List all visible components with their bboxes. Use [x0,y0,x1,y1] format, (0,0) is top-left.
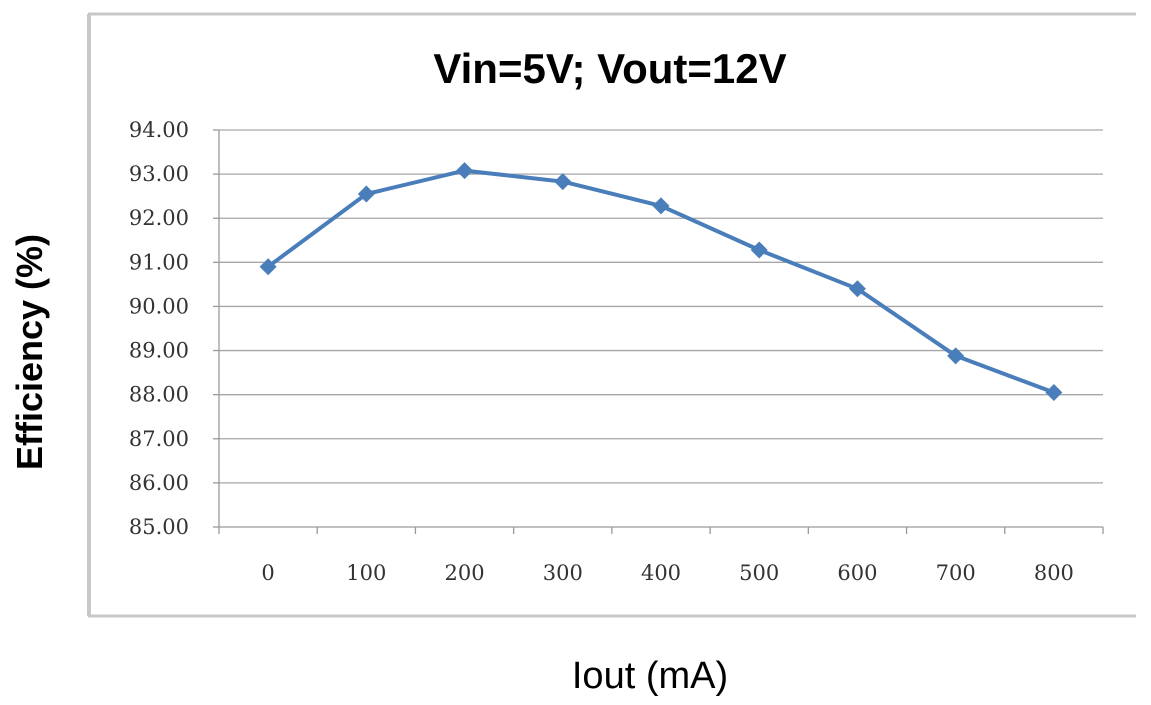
y-tick-label: 92.00 [129,206,189,230]
x-tick-label: 100 [346,561,386,585]
y-tick-label: 94.00 [129,118,189,142]
data-point-marker [554,173,572,191]
axes [213,129,1104,534]
y-tick-label: 87.00 [129,427,189,451]
x-tick-label: 300 [543,561,583,585]
x-tick-label: 800 [1034,561,1074,585]
y-tick-label: 90.00 [129,294,189,318]
gridlines [219,129,1103,484]
y-tick-label: 91.00 [129,250,189,274]
y-tick-label: 86.00 [129,471,189,495]
data-point-marker [259,258,277,276]
y-tick-label: 89.00 [129,339,189,363]
data-point-marker [848,280,866,298]
x-tick-label: 400 [641,561,681,585]
y-axis-title: Efficiency (%) [9,234,50,470]
series-efficiency [259,162,1063,401]
y-tick-label: 85.00 [129,515,189,539]
data-point-marker [357,185,375,203]
y-tick-label: 88.00 [129,383,189,407]
x-axis-title: Iout (mA) [572,655,728,697]
data-point-marker [750,241,768,259]
x-tick-label: 600 [837,561,877,585]
data-point-marker [947,347,965,365]
x-tick-label: 0 [261,561,274,585]
x-tick-labels: 0 100 200 300 400 500 600 700 800 [261,561,1074,585]
chart-title: Vin=5V; Vout=12V [433,45,786,92]
chart-frame [87,12,1136,618]
y-tick-labels: 94.00 93.00 92.00 91.00 90.00 89.00 88.00 87.00… [129,118,189,539]
data-point-marker [456,162,474,180]
x-tick-label: 700 [936,561,976,585]
data-point-marker [652,197,670,215]
x-tick-label: 500 [739,561,779,585]
x-tick-label: 200 [445,561,485,585]
y-tick-label: 93.00 [129,162,189,186]
data-point-marker [1045,383,1063,401]
